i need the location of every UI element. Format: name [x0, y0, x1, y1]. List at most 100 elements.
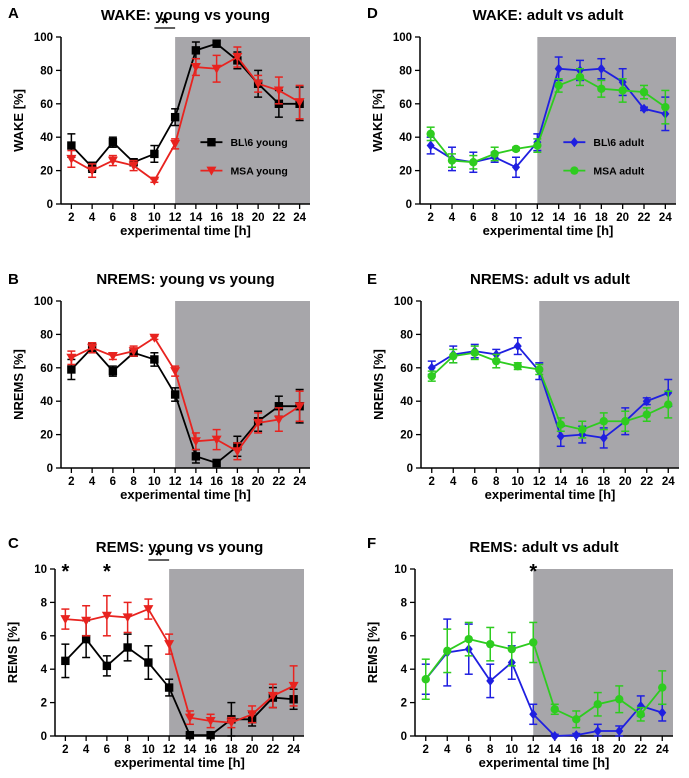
data-point [294, 402, 305, 412]
data-point [191, 452, 201, 461]
series-red [66, 46, 305, 186]
series-red [60, 594, 299, 729]
significance-star: * [61, 561, 69, 583]
x-tick-label: 10 [142, 744, 155, 756]
y-tick-label: 60 [40, 363, 53, 375]
panel-letter: F [367, 535, 376, 552]
y-tick-label: 60 [400, 363, 413, 375]
data-point [232, 447, 243, 457]
x-tick-label: 24 [287, 744, 300, 756]
data-point [556, 431, 565, 442]
data-point [550, 705, 559, 714]
series-red [66, 333, 305, 461]
data-point [578, 425, 587, 434]
data-point [60, 615, 71, 625]
x-tick-label: 2 [68, 212, 74, 224]
x-tick-label: 10 [510, 212, 523, 224]
y-axis-label: REMS [%] [5, 622, 20, 683]
data-point [599, 432, 608, 443]
data-point [190, 437, 201, 447]
data-point [640, 103, 648, 114]
y-axis-label: NREMS [%] [371, 349, 386, 420]
data-point [658, 683, 667, 692]
data-point [470, 348, 479, 357]
y-tick-label: 40 [40, 132, 53, 144]
x-axis-label: experimental time [h] [114, 755, 245, 770]
y-tick-label: 8 [41, 597, 48, 609]
data-point [144, 658, 153, 667]
x-tick-label: 6 [110, 476, 116, 488]
legend-swatch-marker [570, 137, 579, 148]
data-point [512, 162, 520, 173]
legend-label: BL\6 young [230, 137, 287, 149]
data-point [61, 656, 70, 666]
dark-phase-shade [537, 37, 676, 204]
data-point [67, 141, 76, 150]
x-tick-label: 22 [272, 212, 285, 224]
data-point [490, 149, 499, 159]
data-point [572, 730, 581, 741]
x-tick-label: 2 [68, 476, 74, 488]
y-tick-label: 0 [47, 463, 53, 475]
y-tick-label: 10 [34, 564, 47, 576]
data-point [108, 138, 118, 147]
x-tick-label: 10 [148, 212, 161, 224]
data-point [550, 731, 559, 741]
data-point [426, 140, 435, 151]
y-tick-label: 20 [40, 166, 53, 178]
data-point [66, 353, 77, 363]
x-tick-label: 4 [444, 744, 451, 756]
x-tick-label: 12 [533, 476, 546, 488]
x-tick-label: 20 [613, 744, 626, 756]
significance-star: * [161, 13, 169, 35]
data-point [170, 367, 181, 377]
data-point [247, 710, 258, 720]
data-point [443, 646, 452, 656]
x-tick-label: 16 [210, 476, 223, 488]
x-tick-label: 10 [148, 476, 161, 488]
x-tick-label: 16 [210, 212, 223, 224]
x-tick-label: 8 [130, 476, 137, 488]
x-tick-label: 2 [429, 476, 435, 488]
legend: BL\6 young MSA young [200, 137, 288, 178]
data-point [164, 640, 175, 650]
x-axis-label: experimental time [h] [479, 755, 610, 770]
y-tick-label: 2 [41, 698, 47, 710]
data-point [170, 112, 180, 122]
data-point [122, 613, 133, 623]
data-point [486, 639, 495, 649]
data-point [253, 418, 264, 428]
data-point [190, 63, 201, 73]
data-point [211, 64, 222, 74]
legend-swatch-marker [570, 166, 579, 175]
x-tick-label: 8 [124, 744, 131, 756]
x-tick-label: 6 [466, 744, 472, 756]
legend: BL\6 adult MSA adult [563, 137, 645, 178]
data-point [618, 86, 627, 95]
data-point [449, 351, 458, 361]
y-tick-label: 0 [406, 199, 412, 211]
data-point [170, 390, 180, 399]
x-tick-label: 4 [450, 476, 457, 488]
data-point [191, 46, 201, 55]
y-tick-label: 80 [400, 329, 413, 341]
x-tick-label: 18 [225, 744, 238, 756]
data-point [593, 725, 602, 736]
y-tick-label: 80 [399, 65, 412, 77]
x-tick-label: 22 [272, 476, 285, 488]
data-point [184, 713, 195, 723]
x-tick-label: 22 [634, 744, 647, 756]
y-tick-label: 10 [394, 564, 407, 576]
x-tick-label: 16 [570, 744, 583, 756]
x-tick-label: 18 [231, 212, 244, 224]
data-point [294, 98, 305, 108]
data-point [164, 683, 174, 692]
data-point [427, 362, 436, 373]
x-tick-label: 4 [89, 476, 96, 488]
data-point [206, 730, 215, 740]
x-tick-label: 20 [619, 476, 632, 488]
